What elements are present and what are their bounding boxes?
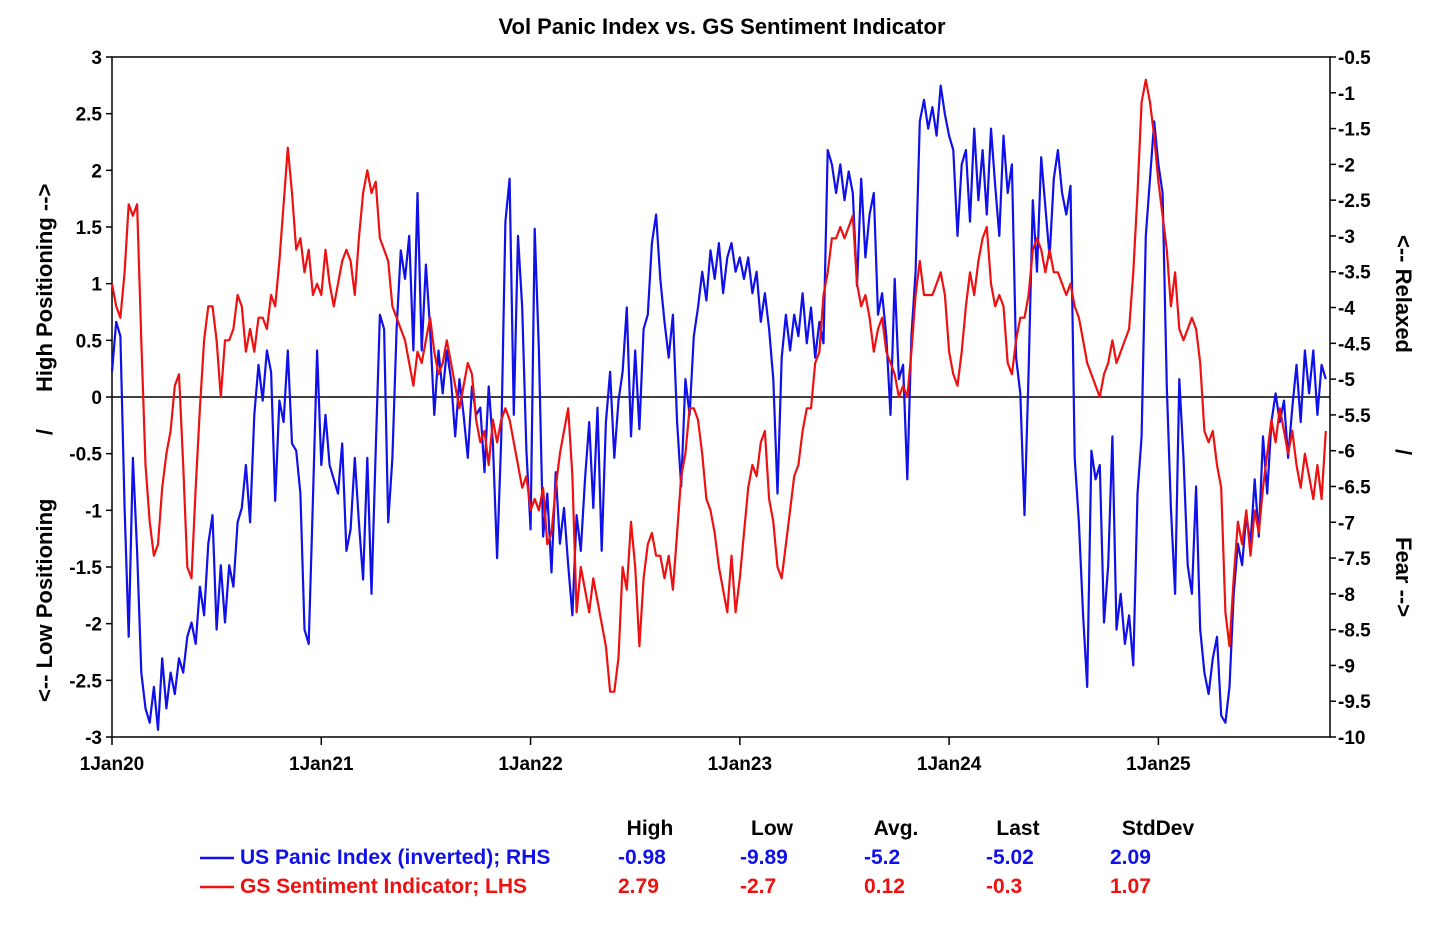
right-tick-label: -3.5 [1338,263,1371,284]
left-axis-label-high: High Positioning --> [32,184,57,392]
chart-title: Vol Panic Index vs. GS Sentiment Indicat… [498,14,945,39]
left-tick-label: 1 [91,275,102,296]
stats-header-avg: Avg. [874,817,919,840]
left-tick-label: -0.5 [69,445,102,466]
x-axis: 1Jan20 1Jan21 1Jan22 1Jan23 1Jan24 1Jan25 [80,737,1191,775]
x-tick-label: 1Jan20 [80,754,144,775]
series-line-panic-index [110,84,1327,731]
stats-gs-avg: 0.12 [864,875,905,898]
left-axis-label-low: <-- Low Positioning [32,499,57,702]
right-axis-label-fear: Fear --> [1391,537,1416,617]
x-tick-label: 1Jan22 [498,754,562,775]
right-axis-label-relaxed: <-- Relaxed [1391,235,1416,353]
series-group [110,78,1327,731]
right-tick-label: -5.5 [1338,406,1371,427]
stats-panic-avg: -5.2 [864,846,900,869]
stats-table: High Low Avg. Last StdDev US Panic Index… [200,817,1194,898]
right-tick-label: -3 [1338,227,1355,248]
right-tick-label: -9.5 [1338,692,1371,713]
stats-panic-stddev: 2.09 [1110,846,1151,869]
left-tick-label: 2 [91,161,102,182]
right-tick-label: -10 [1338,728,1365,749]
right-tick-label: -8.5 [1338,621,1371,642]
legend-label-gs: GS Sentiment Indicator; LHS [240,875,527,898]
left-axis: 3 2.5 2 1.5 1 0.5 0 -0.5 -1 -1.5 -2 -2.5 -3 [69,48,112,749]
stats-header-stddev: StdDev [1122,817,1195,840]
left-tick-label: -1 [85,501,102,522]
right-axis-label: <-- Relaxed / Fear --> [1391,235,1416,617]
stats-header-low: Low [751,817,794,840]
left-tick-label: 0.5 [76,331,103,352]
right-tick-label: -1.5 [1338,120,1371,141]
stats-header-last: Last [996,817,1039,840]
stats-gs-last: -0.3 [986,875,1022,898]
right-tick-label: -9 [1338,656,1355,677]
stats-gs-stddev: 1.07 [1110,875,1151,898]
x-tick-label: 1Jan21 [289,754,354,775]
right-tick-label: -0.5 [1338,48,1371,69]
left-axis-label: <-- Low Positioning / High Positioning -… [32,184,57,702]
right-axis: -0.5 -1 -1.5 -2 -2.5 -3 -3.5 -4 -4.5 -5 -5.5 -6 -6.5… [1330,48,1371,749]
stats-panic-last: -5.02 [986,846,1034,869]
plot-area [111,56,1331,738]
right-tick-label: -4 [1338,299,1355,320]
right-tick-label: -8 [1338,585,1355,606]
right-tick-label: -6 [1338,442,1355,463]
right-tick-label: -1 [1338,84,1355,105]
stats-gs-low: -2.7 [740,875,776,898]
x-tick-label: 1Jan23 [708,754,772,775]
left-tick-label: 2.5 [76,105,103,126]
right-tick-label: -4.5 [1338,334,1371,355]
right-tick-label: -6.5 [1338,477,1371,498]
left-tick-label: 1.5 [76,218,103,239]
stats-header-high: High [627,817,674,840]
left-tick-label: -2 [85,615,102,636]
x-tick-label: 1Jan24 [917,754,982,775]
left-tick-label: -2.5 [69,671,102,692]
right-tick-label: -5 [1338,370,1355,391]
right-tick-label: -7 [1338,513,1355,534]
right-tick-label: -7.5 [1338,549,1371,570]
left-tick-label: 0 [91,388,102,409]
left-tick-label: -1.5 [69,558,102,579]
right-axis-label-sep: / [1391,449,1416,455]
stats-panic-low: -9.89 [740,846,788,869]
legend-label-panic: US Panic Index (inverted); RHS [240,846,550,869]
stats-panic-high: -0.98 [618,846,666,869]
series-line-gs-sentiment [110,78,1327,693]
stats-gs-high: 2.79 [618,875,659,898]
right-tick-label: -2.5 [1338,191,1371,212]
right-tick-label: -2 [1338,155,1355,176]
left-axis-label-sep: / [32,429,57,435]
left-tick-label: 3 [91,48,102,69]
x-tick-label: 1Jan25 [1126,754,1191,775]
left-tick-label: -3 [85,728,102,749]
